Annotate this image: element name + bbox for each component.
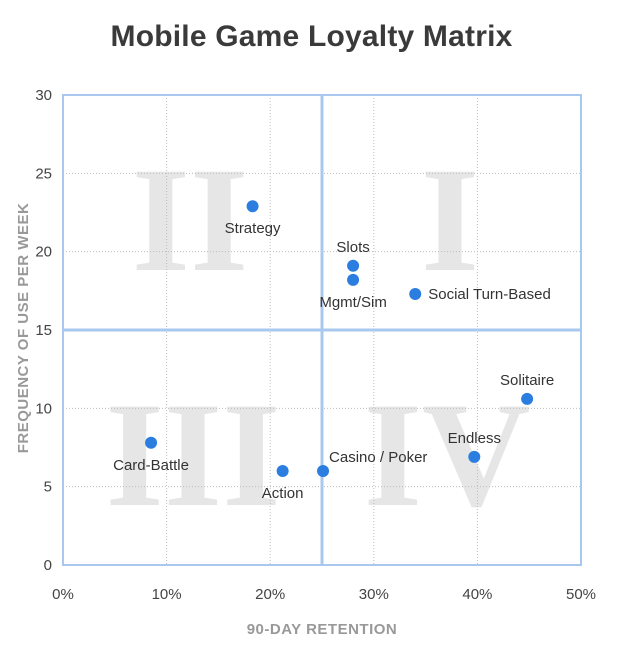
quadrant-label-i: I xyxy=(421,137,479,303)
data-point-action[interactable] xyxy=(276,465,289,477)
data-point-casino-poker[interactable] xyxy=(317,465,330,477)
y-tick-label: 0 xyxy=(44,557,52,574)
x-tick-label: 20% xyxy=(255,586,285,603)
data-label-social-turn-based: Social Turn-Based xyxy=(428,286,551,303)
x-tick-label: 0% xyxy=(52,586,74,603)
y-tick-label: 20 xyxy=(35,244,52,261)
data-point-strategy[interactable] xyxy=(246,200,259,213)
data-point-solitaire[interactable] xyxy=(521,392,534,405)
x-tick-label: 30% xyxy=(359,586,389,603)
data-label-solitaire: Solitaire xyxy=(500,372,554,389)
data-point-social-turn-based[interactable] xyxy=(409,287,422,300)
x-axis-title: 90-DAY RETENTION xyxy=(247,621,398,638)
data-point-slots[interactable] xyxy=(347,259,360,272)
y-tick-label: 25 xyxy=(35,165,52,182)
x-tick-label: 40% xyxy=(462,586,492,603)
y-tick-label: 5 xyxy=(44,479,52,496)
data-label-casino-poker: Casino / Poker xyxy=(329,449,427,466)
y-tick-label: 15 xyxy=(35,322,52,339)
chart-title: Mobile Game Loyalty Matrix xyxy=(110,20,513,53)
data-point-endless[interactable] xyxy=(468,450,481,463)
quadrant-label-ii: II xyxy=(132,137,249,303)
data-label-mgmt-sim: Mgmt/Sim xyxy=(319,294,387,311)
plot-frame xyxy=(62,94,582,566)
x-tick-label: 50% xyxy=(566,586,596,603)
y-tick-label: 10 xyxy=(35,400,52,417)
x-tick-label: 10% xyxy=(152,586,182,603)
y-axis-title: FREQUENCY OF USE PER WEEK xyxy=(15,203,32,454)
data-label-action: Action xyxy=(262,485,304,502)
quadrant-label-iv: IV xyxy=(364,372,531,538)
y-tick-label: 30 xyxy=(35,87,52,104)
tick-labels: 0% 10% 20% 30% 40% 50% 0 5 10 15 20 25 30 xyxy=(35,87,596,603)
data-label-slots: Slots xyxy=(336,239,369,256)
data-point-mgmt-sim[interactable] xyxy=(347,273,360,286)
data-point-card-battle[interactable] xyxy=(145,436,158,449)
data-label-endless: Endless xyxy=(448,430,501,447)
data-points: Strategy Slots Mgmt/Sim Social Turn-Based So… xyxy=(113,200,554,502)
quadrant-label-iii: III xyxy=(105,372,280,538)
data-label-card-battle: Card-Battle xyxy=(113,457,189,474)
data-label-strategy: Strategy xyxy=(225,220,281,237)
